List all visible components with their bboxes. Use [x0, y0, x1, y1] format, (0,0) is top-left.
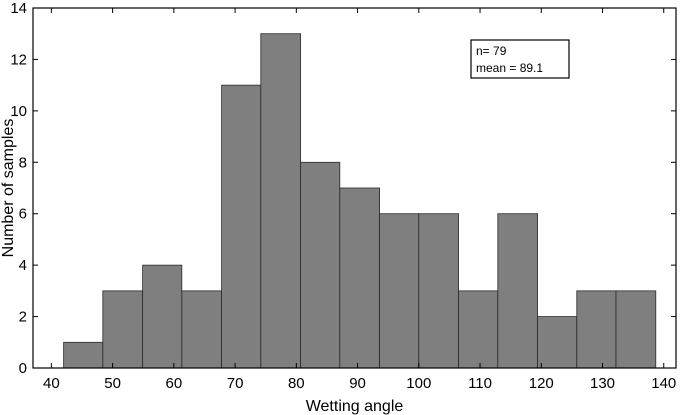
histogram-bar: [221, 84, 262, 369]
x-tick-label: 50: [104, 375, 121, 392]
histogram-bar: [102, 290, 144, 369]
histogram-bar: [260, 33, 302, 369]
x-tick-label: 110: [468, 375, 492, 392]
x-tick-label: 120: [529, 375, 554, 392]
y-tick-label: 2: [19, 309, 27, 326]
x-tick-label: 40: [43, 375, 60, 392]
histogram-bar: [458, 290, 499, 369]
histogram-bar: [181, 290, 223, 369]
histogram-bar: [63, 341, 104, 369]
histogram-bar: [537, 316, 578, 369]
y-tick-label: 12: [10, 51, 27, 68]
plot-frame: [32, 7, 677, 369]
stats-annotation: n= 79 mean = 89.1: [470, 39, 570, 79]
histogram-bar: [497, 213, 538, 369]
stats-annotation-box: [470, 39, 570, 79]
x-tick-label: 70: [227, 375, 244, 392]
x-tick-label: 80: [288, 375, 305, 392]
stats-annotation-n: n= 79: [476, 44, 507, 58]
ticks-group: 40 50 60 70 80 90 100 110 120 130 140 0 2 4 6 8 10 12 14: [10, 0, 676, 392]
y-tick-label: 8: [19, 154, 27, 171]
histogram-bar: [142, 264, 183, 369]
y-tick-label: 6: [19, 206, 27, 223]
y-tick-label: 4: [19, 257, 27, 274]
x-tick-label: 90: [349, 375, 366, 392]
histogram-bar: [615, 290, 657, 369]
x-tick-label: 60: [166, 375, 183, 392]
histogram-bar: [576, 290, 617, 369]
histogram-bar: [300, 161, 341, 369]
histogram-bar: [379, 213, 420, 369]
y-axis-label: Number of samples: [0, 119, 17, 258]
x-axis-label: Wetting angle: [306, 398, 404, 415]
y-tick-label: 0: [19, 360, 27, 377]
bars-group: [63, 33, 657, 369]
x-tick-label: 100: [406, 375, 431, 392]
stats-annotation-mean: mean = 89.1: [476, 61, 543, 75]
x-tick-label: 140: [651, 375, 676, 392]
x-tick-label: 130: [590, 375, 615, 392]
histogram-bar: [339, 187, 380, 369]
histogram-bar: [418, 213, 459, 369]
y-tick-label: 10: [10, 103, 27, 120]
y-tick-label: 14: [10, 0, 27, 17]
